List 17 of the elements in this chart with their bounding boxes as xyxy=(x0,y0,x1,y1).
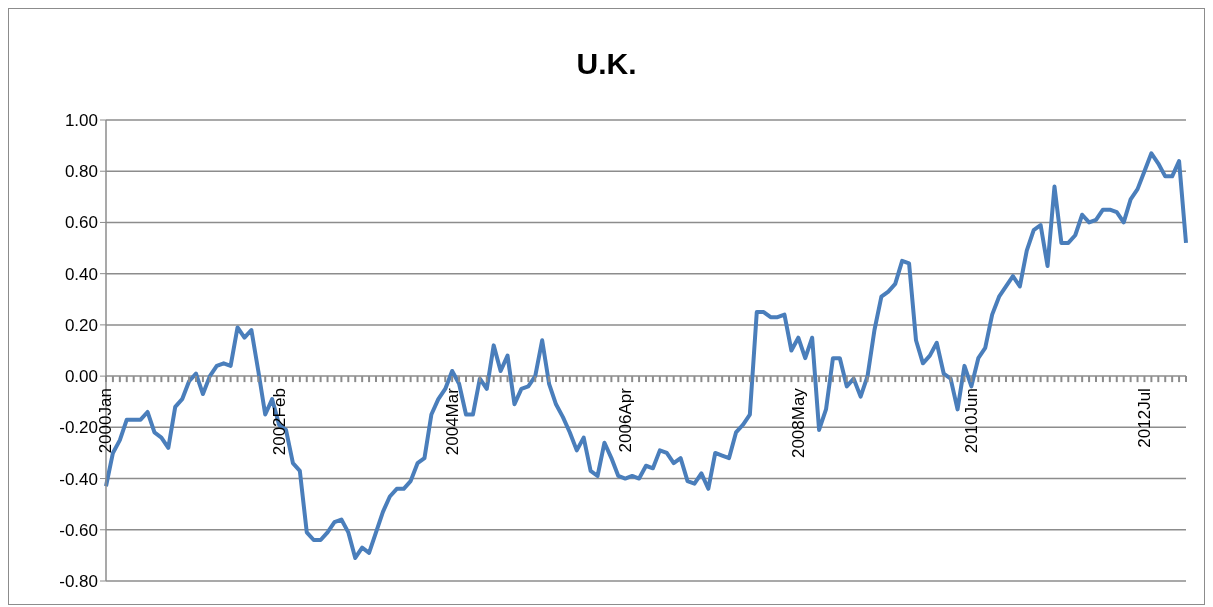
y-tick-label: -0.40 xyxy=(59,469,98,489)
x-tick-label: 2010Jun xyxy=(961,388,981,454)
x-tick-label: 2002Feb xyxy=(269,388,289,456)
chart-title: U.K. xyxy=(575,47,638,81)
y-tick-label: 0.00 xyxy=(64,367,98,387)
x-tick-label: 2012Jul xyxy=(1134,388,1154,448)
y-tick-label: 1.00 xyxy=(64,111,98,131)
y-tick-label: 0.60 xyxy=(64,213,98,233)
x-tick-label: 2008May xyxy=(788,387,808,459)
y-tick-label: 0.20 xyxy=(64,315,98,335)
y-tick-label: 0.80 xyxy=(64,162,98,182)
y-tick-label: -0.60 xyxy=(59,520,98,540)
y-tick-label: 0.40 xyxy=(64,264,98,284)
x-tick-label: 2006Apr xyxy=(615,387,635,453)
x-tick-label: 2004Mar xyxy=(442,387,462,456)
y-tick-label: -0.20 xyxy=(59,418,98,438)
y-tick-label: -0.80 xyxy=(59,572,98,592)
